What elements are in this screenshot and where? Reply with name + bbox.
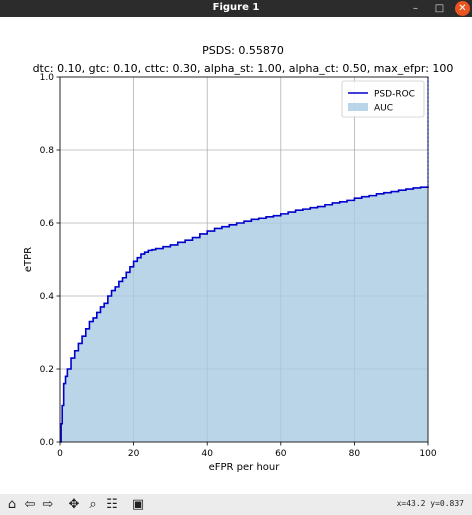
y-tick-label: 0.0 bbox=[40, 438, 55, 448]
chart-title: PSDS: 0.55870 bbox=[202, 44, 284, 57]
x-tick-label: 0 bbox=[57, 449, 63, 459]
y-tick-label: 0.6 bbox=[40, 219, 55, 229]
x-tick-label: 100 bbox=[419, 449, 436, 459]
x-axis-label: eFPR per hour bbox=[209, 462, 281, 473]
y-tick-label: 0.2 bbox=[40, 365, 54, 375]
x-axis-ticks: 0 20 40 60 80 100 bbox=[57, 442, 437, 459]
legend-swatch-fill bbox=[348, 103, 368, 111]
y-axis-label: eTPR bbox=[23, 247, 34, 272]
figure-canvas[interactable]: PSDS: 0.55870 dtc: 0.10, gtc: 0.10, cttc… bbox=[0, 17, 472, 492]
y-axis-ticks: 0.0 0.2 0.4 0.6 0.8 1.0 bbox=[40, 73, 60, 448]
minimize-icon[interactable]: – bbox=[413, 3, 418, 14]
pan-icon[interactable]: ✥ bbox=[68, 497, 80, 512]
plot-frame bbox=[59, 76, 429, 443]
legend-label: AUC bbox=[374, 104, 393, 114]
x-tick-label: 60 bbox=[275, 449, 287, 459]
x-tick-label: 80 bbox=[349, 449, 361, 459]
legend-label: PSD-ROC bbox=[374, 90, 415, 100]
chart-svg: PSDS: 0.55870 dtc: 0.10, gtc: 0.10, cttc… bbox=[23, 44, 454, 473]
window-title: Figure 1 bbox=[212, 2, 260, 13]
chart-legend: PSD-ROC AUC bbox=[341, 80, 425, 118]
psd-roc-line bbox=[60, 186, 429, 443]
zoom-icon[interactable]: ⌕ bbox=[89, 497, 97, 512]
y-tick-label: 0.4 bbox=[40, 292, 55, 302]
y-tick-label: 1.0 bbox=[40, 73, 55, 83]
chart-subtitle: dtc: 0.10, gtc: 0.10, cttc: 0.30, alpha_… bbox=[33, 62, 454, 75]
save-icon[interactable]: ▣ bbox=[131, 497, 145, 512]
navigation-toolbar: ⌂ ⇦ ⇨ ✥ ⌕ ☷ ▣ x=43.2 y=0.837 bbox=[0, 494, 472, 515]
cursor-coordinates: x=43.2 y=0.837 bbox=[396, 499, 464, 508]
window-titlebar: Figure 1 – □ ✕ bbox=[0, 0, 472, 17]
y-tick-label: 0.8 bbox=[40, 146, 55, 156]
close-icon[interactable]: ✕ bbox=[455, 1, 470, 16]
x-tick-label: 40 bbox=[201, 449, 213, 459]
x-tick-label: 20 bbox=[128, 449, 140, 459]
auc-area bbox=[60, 186, 428, 442]
home-icon[interactable]: ⌂ bbox=[7, 497, 17, 512]
forward-arrow-icon[interactable]: ⇨ bbox=[42, 497, 54, 512]
configure-subplots-icon[interactable]: ☷ bbox=[106, 497, 118, 512]
maximize-icon[interactable]: □ bbox=[434, 3, 445, 14]
back-arrow-icon[interactable]: ⇦ bbox=[24, 497, 36, 512]
